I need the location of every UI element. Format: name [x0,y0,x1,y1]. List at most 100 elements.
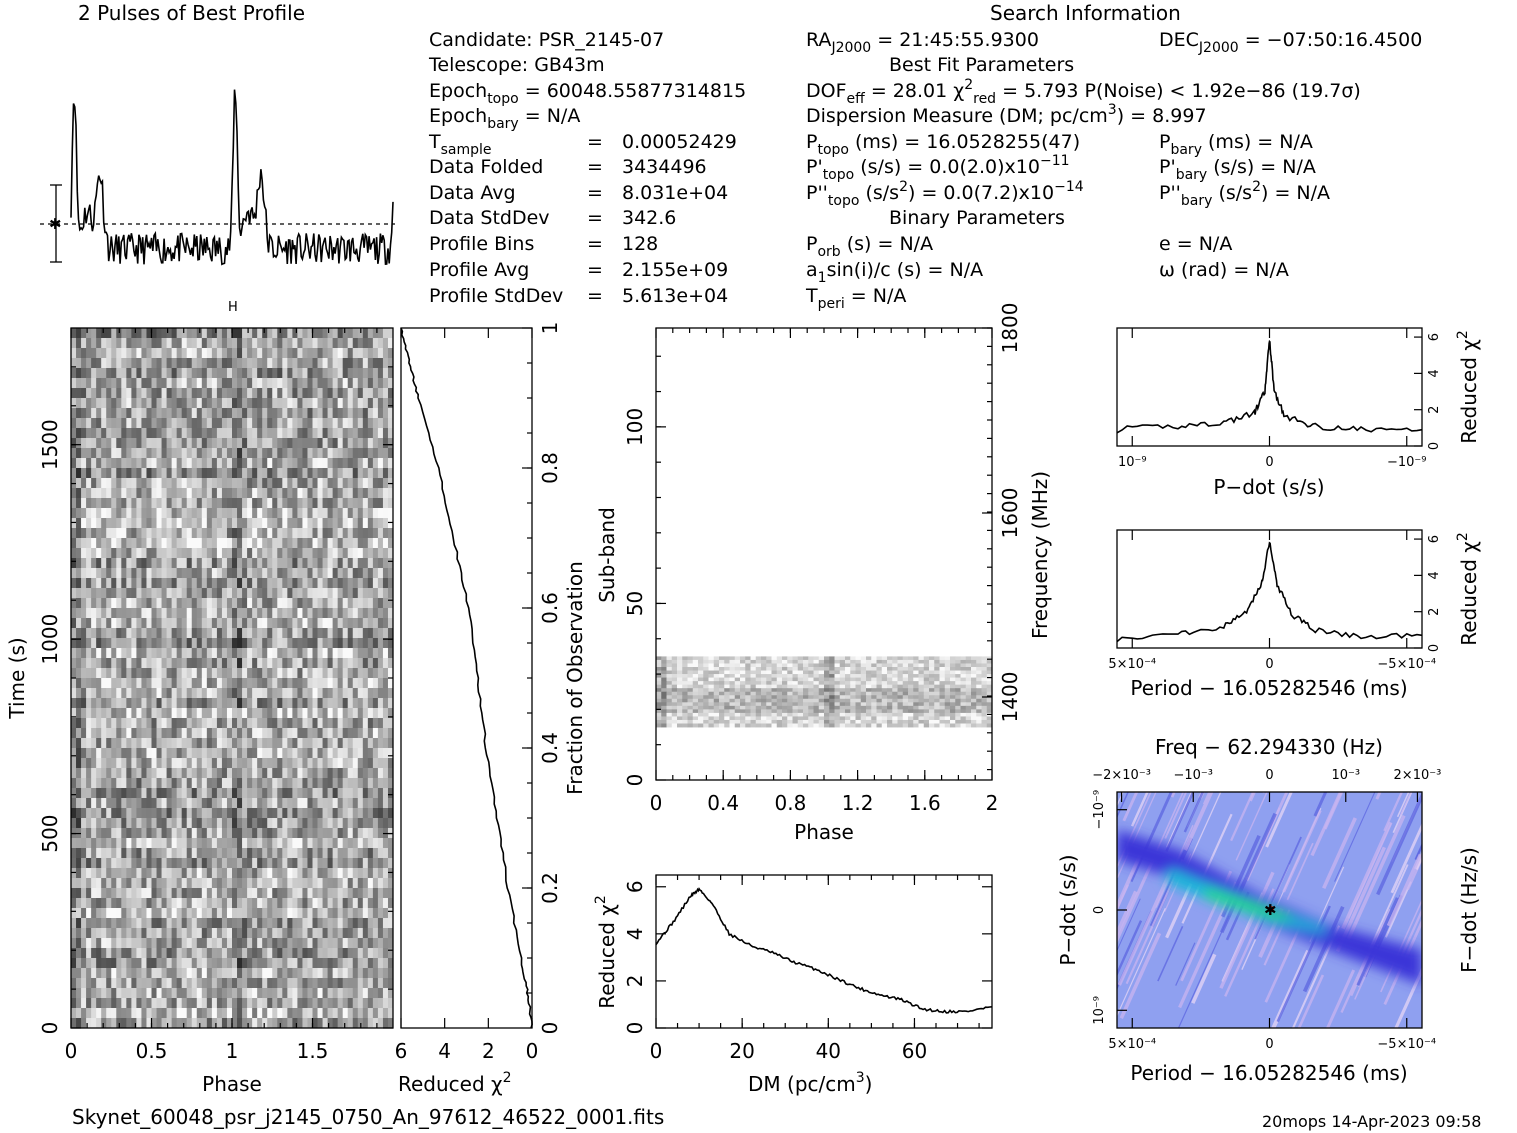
profile-bins-value: 128 [622,233,658,255]
svg-text:Dispersion Measure (DM; pc/cm3: Dispersion Measure (DM; pc/cm3) = 8.997 [806,102,1207,127]
dm-chi2-curve [655,887,993,1014]
info-column-3: DECJ2000 = −07:50:16.4500 Pbary (ms) = N… [1159,29,1422,281]
time-phase-x-tick: 1.5 [297,1039,329,1063]
tick-label: 0 [1265,768,1273,783]
svg-text:=: = [587,156,603,178]
period-bottom-label: Period − 16.05282546 (ms) [1130,1061,1407,1085]
svg-text:ω (rad) = N/A: ω (rad) = N/A [1159,259,1289,281]
svg-text:a1sin(i)/c (s) = N/A: a1sin(i)/c (s) = N/A [806,259,983,286]
subband-x-tick: 0.4 [707,791,739,815]
epoch-topo-line: Epochtopo = 60048.55877314815 [429,80,746,107]
dm-y-tick: 6 [623,880,647,893]
svg-text:Data StdDev: Data StdDev [429,207,550,229]
sigma-value: (19.7σ) [1292,80,1361,102]
ra-value: 21:45:55.9300 [899,29,1039,51]
svg-text:=: = [587,259,603,281]
time-phase-y-tick: 1500 [38,419,62,470]
tick-label: 2×10⁻³ [1394,768,1442,783]
profile-curve [70,89,394,266]
dof-value: 28.01 [893,80,947,102]
frequency-tick: 1400 [998,672,1022,723]
tick-label: −5×10⁻⁴ [1377,1037,1436,1052]
subband-x-tick: 2 [986,791,999,815]
ecc-value: N/A [1199,233,1233,255]
dm-y-tick: 2 [623,975,647,988]
telescope-line: Telescope: GB43m [428,54,605,76]
tick-label: 10⁻⁹ [1118,455,1147,470]
tick-label: 2 [1427,608,1442,616]
epoch-bary-value: N/A [547,105,581,127]
time-phase-y-tick: 1000 [38,614,62,665]
time-axis-label: Time (s) [5,637,29,719]
tsample-line: Tsample [428,131,492,158]
fraction-tick: 0.4 [538,732,562,764]
dm-value: 8.997 [1152,105,1206,127]
tick-label: −5×10⁻⁴ [1377,657,1436,672]
best-fit-marker: ✱ [1264,901,1277,919]
chi2-value: 5.793 [1024,80,1078,102]
subband-y-tick: 0 [623,774,647,787]
svg-text:P''bary (s/s2) = N/A: P''bary (s/s2) = N/A [1159,179,1330,209]
pddbary-value: N/A [1296,182,1330,204]
dm-x-tick: 0 [650,1039,663,1063]
svg-text:=: = [587,131,603,153]
svg-text:=: = [587,182,603,204]
svg-text:RAJ2000 = 21:45:55.9300: RAJ2000 = 21:45:55.9300 [806,29,1039,56]
data-folded-value: 3434496 [622,156,707,178]
freq-top-label: Freq − 62.294330 (Hz) [1155,735,1383,759]
svg-text:=: = [587,285,603,307]
epoch-bary-line: Epochbary = N/A [429,105,580,132]
phase-axis-label: Phase [202,1072,262,1096]
tick-label: 2 [1427,406,1442,414]
ptopo-value: 16.0528255(47) [926,131,1080,153]
candidate-line: Candidate: PSR_2145-07 [429,29,664,51]
reduced-chi2-label-1: Reduced χ2 [398,1070,512,1096]
subband-phase-plot: 0 0.4 0.8 1.2 1.6 2 0 50 100 1400 1600 1800 Phase S… [595,303,1052,844]
tick-label: 5×10⁻⁴ [1108,657,1156,672]
svg-text:P'bary (s/s) = N/A: P'bary (s/s) = N/A [1159,156,1316,183]
dm-x-tick: 20 [729,1039,754,1063]
dm-x-tick: 60 [902,1039,927,1063]
fraction-axis-label: Fraction of Observation [563,561,587,795]
data-stddev-value: 342.6 [622,207,676,229]
dm-chi2-plot: 0 20 40 60 0 2 4 6 DM (pc/cm3) Reduced χ2 [593,874,993,1096]
time-phase-x-tick: 0.5 [136,1039,168,1063]
time-chi2-x-tick: 6 [395,1039,408,1063]
tick-label: 10⁻⁹ [1092,996,1107,1025]
svg-text:Pbary (ms) = N/A: Pbary (ms) = N/A [1159,131,1313,158]
tperi-value: N/A [873,285,907,307]
tick-label: 5×10⁻⁴ [1108,1037,1156,1052]
fraction-tick: 0.2 [538,872,562,904]
profile-title: 2 Pulses of Best Profile [78,1,305,25]
dm-x-tick: 40 [816,1039,841,1063]
frequency-tick: 1800 [998,303,1022,354]
subband-phase-label: Phase [794,820,854,844]
pdot-chi2-curve [1116,339,1423,434]
time-chi2-curve [400,327,533,1029]
info-column-1: Candidate: PSR_2145-07 Telescope: GB43m … [428,29,746,307]
porb-value: N/A [899,233,933,255]
tick-label: 10⁻³ [1331,768,1360,783]
frequency-axis-label: Frequency (MHz) [1028,471,1052,639]
time-chi2-x-tick: 0 [526,1039,539,1063]
subband-x-tick: 0.8 [774,791,806,815]
period-chi2-plot: 5×10⁻⁴ 0 −5×10⁻⁴ 0 2 4 6 Period − 16.05282546 … [1108,529,1481,700]
fraction-tick: 0.8 [538,452,562,484]
subband-x-tick: 1.2 [842,791,874,815]
pnoise-value: 1.92e−86 [1192,80,1286,102]
svg-text:Profile Bins: Profile Bins [429,233,534,255]
frequency-tick: 1600 [998,488,1022,539]
pdtopo-value: 0.0(2.0)x10 [929,156,1040,178]
svg-text:Tperi = N/A: Tperi = N/A [805,285,906,312]
tick-label: 0 [1427,442,1442,450]
svg-text:e = N/A: e = N/A [1159,233,1232,255]
tick-label: −2×10⁻³ [1092,768,1151,783]
tick-label: 4 [1427,571,1442,579]
svg-text:DOFeff = 28.01 χ2red = 5.793: DOFeff = 28.01 χ2red = 5.793 P(Noise) < … [806,77,1361,107]
svg-text:P''topo (s/s2) = 0.0(7.2)x10−1: P''topo (s/s2) = 0.0(7.2)x10−14 [806,179,1084,209]
tick-label: −10⁻⁹ [1092,790,1107,830]
time-phase-x-tick: 0 [65,1039,78,1063]
tick-label: 6 [1427,535,1442,543]
svg-text:DECJ2000 = −07:50:16.4500: DECJ2000 = −07:50:16.4500 [1159,29,1422,56]
